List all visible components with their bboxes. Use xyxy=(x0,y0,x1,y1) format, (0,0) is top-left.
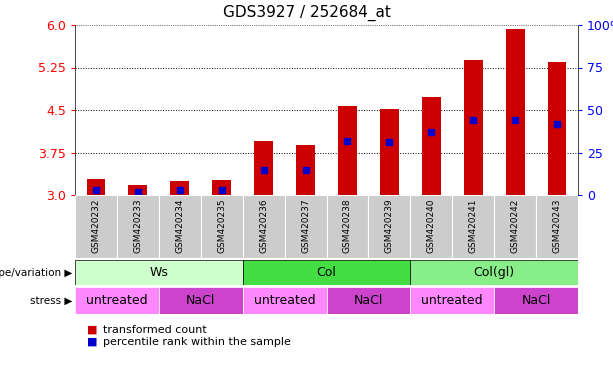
Bar xyxy=(212,180,231,195)
Bar xyxy=(86,179,105,195)
Text: untreated: untreated xyxy=(254,294,316,307)
FancyBboxPatch shape xyxy=(75,260,243,285)
Text: GSM420240: GSM420240 xyxy=(427,198,436,253)
FancyBboxPatch shape xyxy=(117,195,159,258)
Text: GSM420237: GSM420237 xyxy=(301,198,310,253)
FancyBboxPatch shape xyxy=(327,287,410,314)
FancyBboxPatch shape xyxy=(243,287,327,314)
Bar xyxy=(422,97,441,195)
FancyBboxPatch shape xyxy=(410,195,452,258)
FancyBboxPatch shape xyxy=(494,287,578,314)
Bar xyxy=(464,60,482,195)
Text: GSM420238: GSM420238 xyxy=(343,198,352,253)
Bar xyxy=(547,62,566,195)
Bar xyxy=(170,181,189,195)
Text: GDS3927 / 252684_at: GDS3927 / 252684_at xyxy=(223,5,390,21)
Bar xyxy=(338,106,357,195)
Text: GSM420236: GSM420236 xyxy=(259,198,268,253)
FancyBboxPatch shape xyxy=(284,195,327,258)
FancyBboxPatch shape xyxy=(494,195,536,258)
Text: GSM420239: GSM420239 xyxy=(385,198,394,253)
Text: stress ▶: stress ▶ xyxy=(29,296,72,306)
FancyBboxPatch shape xyxy=(75,195,117,258)
FancyBboxPatch shape xyxy=(368,195,410,258)
Text: ■: ■ xyxy=(87,337,97,347)
Text: NaCl: NaCl xyxy=(522,294,550,307)
FancyBboxPatch shape xyxy=(410,260,578,285)
Text: transformed count: transformed count xyxy=(102,325,207,335)
Text: NaCl: NaCl xyxy=(186,294,215,307)
Text: GSM420241: GSM420241 xyxy=(469,198,478,253)
Text: Col(gl): Col(gl) xyxy=(474,266,515,279)
FancyBboxPatch shape xyxy=(243,195,284,258)
Text: genotype/variation ▶: genotype/variation ▶ xyxy=(0,268,72,278)
Text: Ws: Ws xyxy=(150,266,169,279)
Text: ■: ■ xyxy=(87,325,97,335)
FancyBboxPatch shape xyxy=(243,260,410,285)
Text: GSM420234: GSM420234 xyxy=(175,198,185,253)
Bar xyxy=(296,145,315,195)
Text: GSM420242: GSM420242 xyxy=(511,198,520,253)
Bar xyxy=(129,185,147,195)
Text: GSM420233: GSM420233 xyxy=(134,198,142,253)
FancyBboxPatch shape xyxy=(410,287,494,314)
FancyBboxPatch shape xyxy=(536,195,578,258)
FancyBboxPatch shape xyxy=(159,195,200,258)
Text: GSM420232: GSM420232 xyxy=(91,198,101,253)
FancyBboxPatch shape xyxy=(75,287,159,314)
FancyBboxPatch shape xyxy=(159,287,243,314)
Bar xyxy=(506,29,525,195)
Text: untreated: untreated xyxy=(422,294,483,307)
Text: GSM420235: GSM420235 xyxy=(217,198,226,253)
FancyBboxPatch shape xyxy=(200,195,243,258)
Text: NaCl: NaCl xyxy=(354,294,383,307)
Text: untreated: untreated xyxy=(86,294,148,307)
Text: GSM420243: GSM420243 xyxy=(552,198,562,253)
Bar xyxy=(254,141,273,195)
Bar xyxy=(380,109,399,195)
Text: percentile rank within the sample: percentile rank within the sample xyxy=(102,337,291,347)
FancyBboxPatch shape xyxy=(452,195,494,258)
Text: Col: Col xyxy=(316,266,337,279)
FancyBboxPatch shape xyxy=(327,195,368,258)
